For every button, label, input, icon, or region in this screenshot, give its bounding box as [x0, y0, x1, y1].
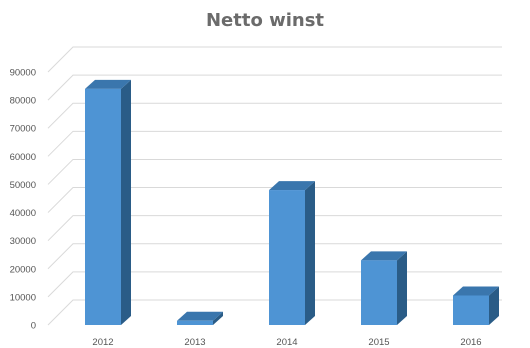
y-tick-label: 50000 [10, 180, 36, 191]
gridline [47, 271, 502, 298]
bar-top [85, 79, 131, 89]
chart-title: Netto winst [205, 10, 325, 31]
y-tick-label: 80000 [10, 96, 36, 107]
y-tick-label: 20000 [10, 264, 36, 275]
x-tick-label: 2012 [92, 337, 113, 348]
y-tick-label: 30000 [10, 236, 36, 247]
bar-top [453, 286, 499, 296]
bar-side [397, 251, 407, 325]
y-tick-label: 0 [31, 321, 36, 332]
bar-top [177, 311, 223, 321]
gridline [47, 46, 502, 73]
y-tick-label: 10000 [10, 292, 36, 303]
bar-side [121, 79, 131, 325]
gridline [47, 299, 502, 326]
gridline [47, 130, 502, 157]
gridline [47, 158, 502, 185]
gridline [47, 215, 502, 242]
bar [269, 190, 305, 325]
x-tick-label: 2014 [276, 337, 297, 348]
bar [85, 88, 121, 325]
bar-side [213, 311, 223, 325]
x-tick-label: 2015 [368, 337, 389, 348]
bar [453, 295, 489, 325]
bar-top [361, 251, 407, 261]
gridline [47, 102, 502, 129]
y-tick-label: 70000 [10, 124, 36, 135]
x-tick-label: 2016 [460, 337, 481, 348]
y-tick-label: 40000 [10, 208, 36, 219]
y-tick-label: 60000 [10, 152, 36, 163]
y-tick-label: 90000 [10, 68, 36, 79]
bar-side [305, 181, 315, 325]
bar [177, 320, 213, 325]
bar-side [489, 286, 499, 325]
gridline [47, 74, 502, 101]
gridline [47, 187, 502, 213]
gridline [47, 243, 502, 270]
bar-top [269, 181, 315, 191]
x-tick-label: 2013 [184, 337, 205, 348]
bar [361, 260, 397, 325]
